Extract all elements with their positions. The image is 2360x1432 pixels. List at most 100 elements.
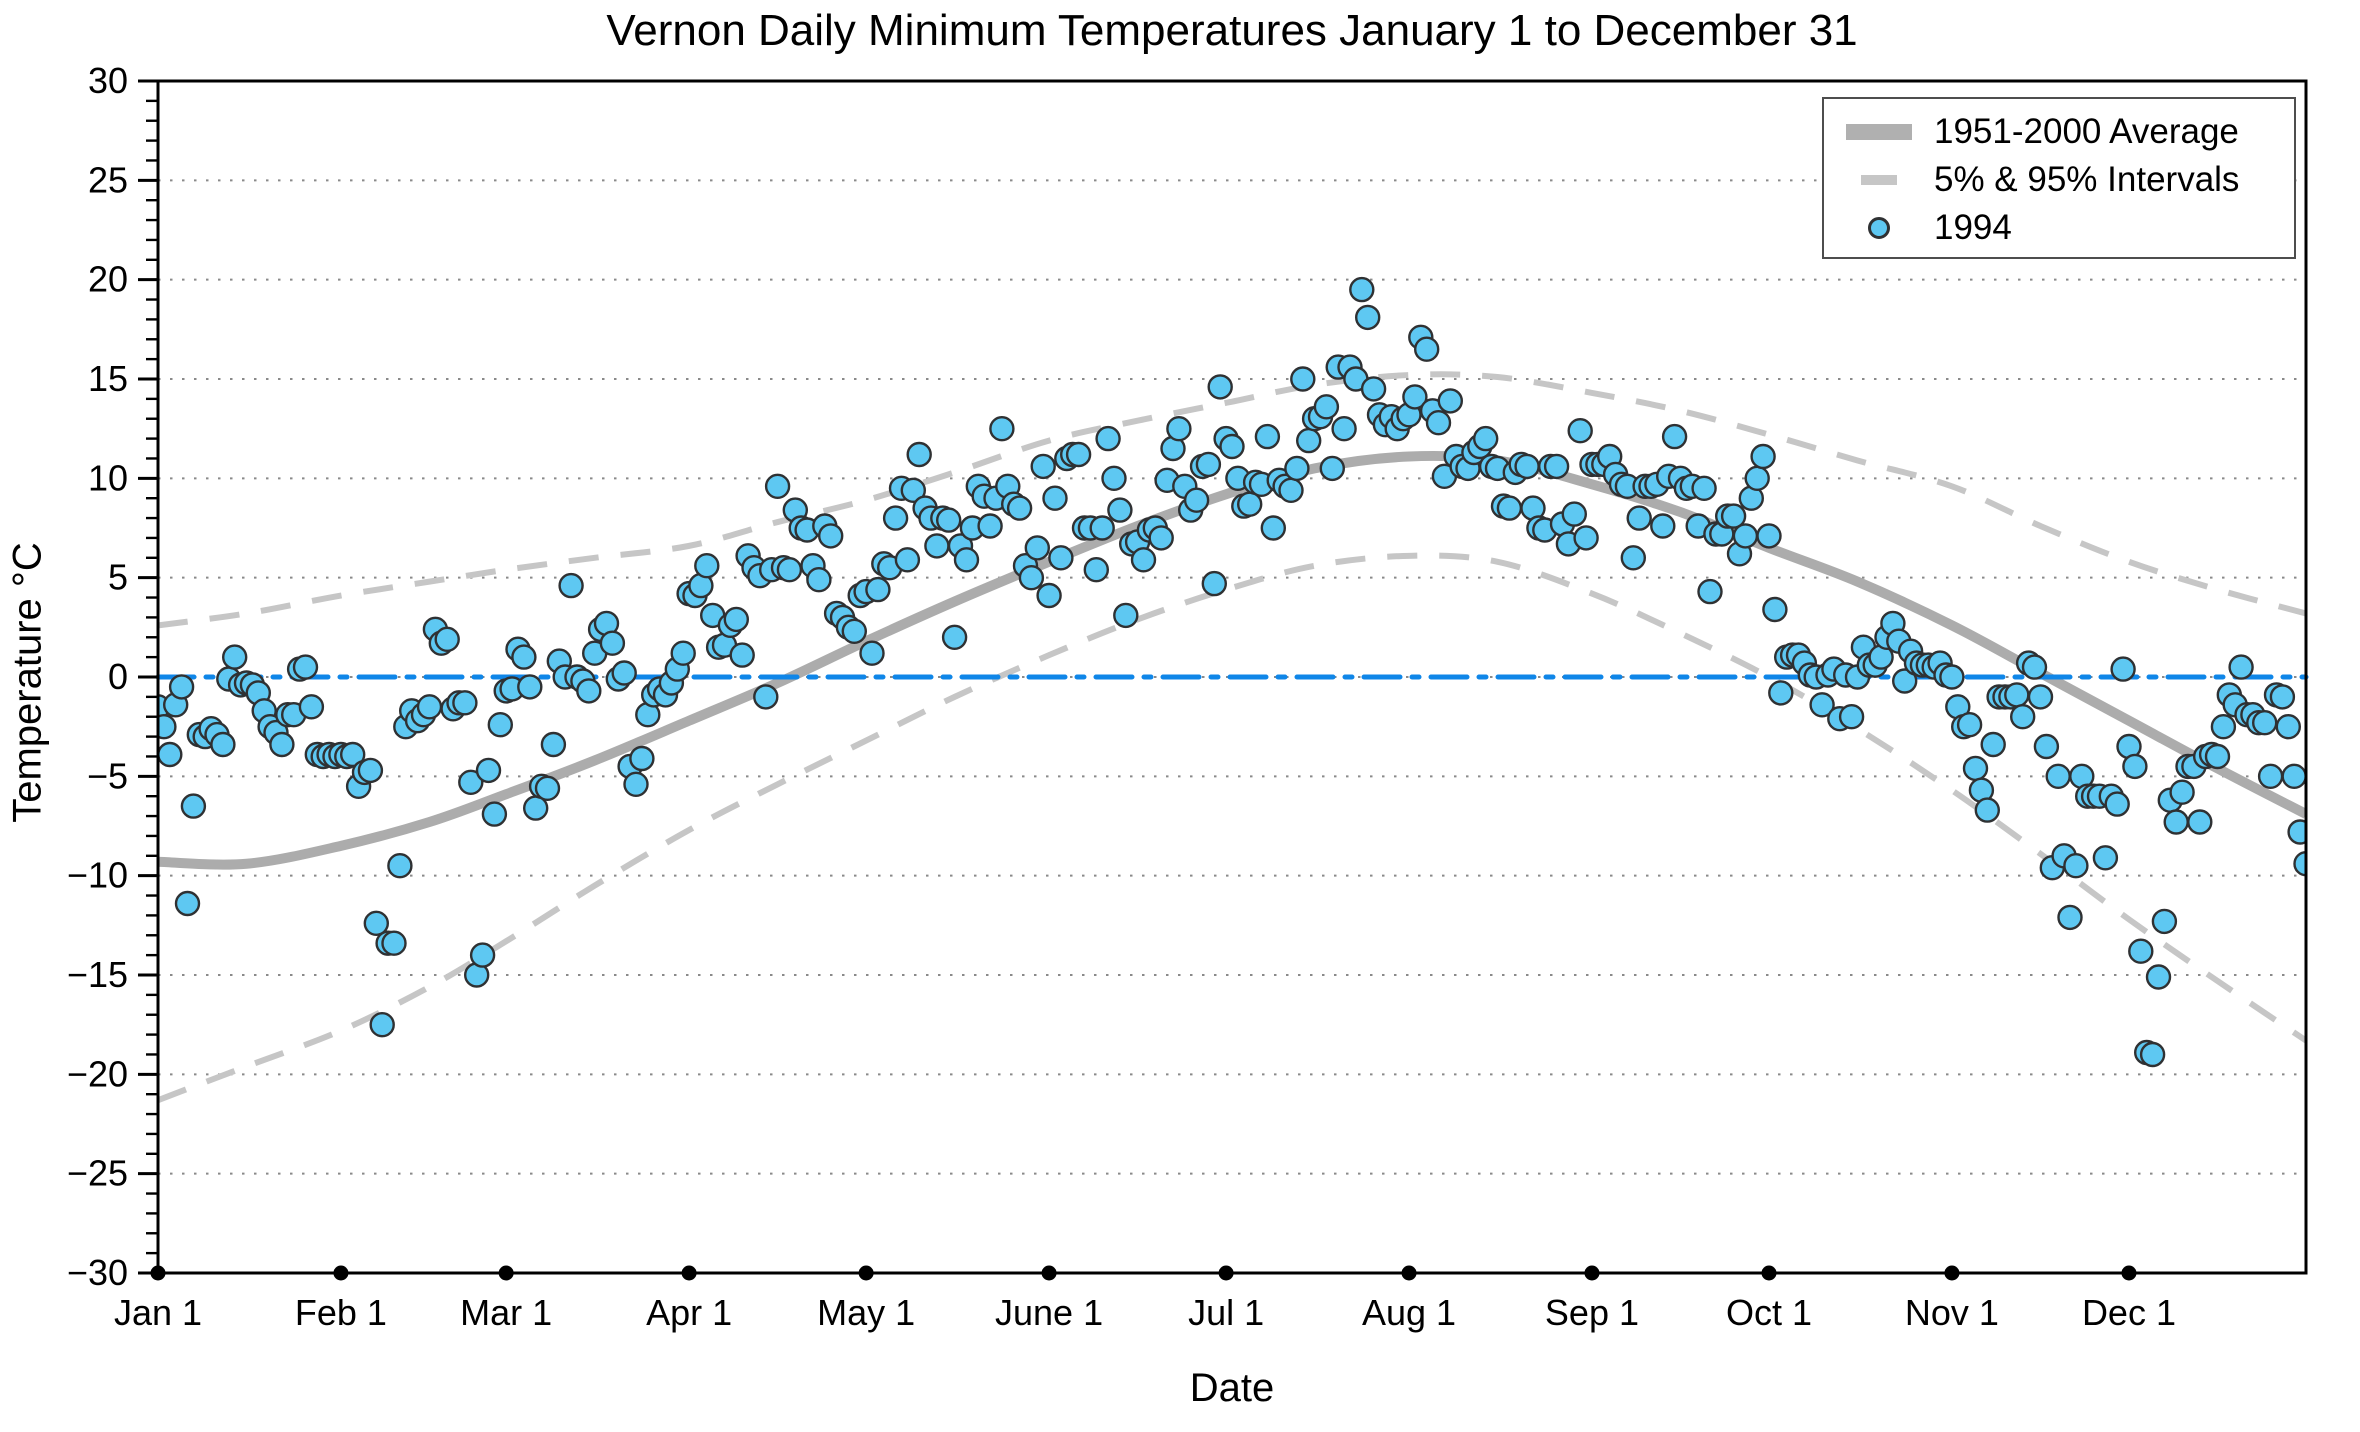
month-tick-dot <box>2121 1265 2137 1281</box>
scatter-point <box>210 731 236 758</box>
scatter-point <box>292 654 319 680</box>
scatter-point <box>363 910 389 936</box>
scatter-point <box>1036 582 1062 609</box>
scatter-point <box>2228 654 2254 680</box>
scatter-point <box>2063 853 2089 879</box>
scatter-point <box>2287 819 2306 845</box>
scatter-point <box>1762 596 1788 623</box>
average-line-swatch <box>1824 124 1934 140</box>
month-tick-dot <box>1761 1265 1777 1281</box>
legend-item-1994: 1994 <box>1824 203 2294 253</box>
legend-item-intervals: 5% & 95% Intervals <box>1824 155 2294 205</box>
scatter-point <box>1650 513 1676 539</box>
month-tick-dot <box>1584 1265 1600 1281</box>
scatter-point <box>1331 416 1357 442</box>
scatter-point <box>1402 384 1428 410</box>
scatter-point <box>481 801 508 827</box>
scatter-point <box>511 644 537 670</box>
scatter-point <box>670 640 696 666</box>
scatter-point <box>2204 743 2231 770</box>
scatter-point <box>1042 485 1068 511</box>
x-tick-label: Mar 1 <box>460 1292 552 1333</box>
scatter-point <box>2104 791 2130 817</box>
y-tick-label: 30 <box>88 60 128 101</box>
scatter-point <box>1939 664 1965 690</box>
scatter-point <box>723 606 749 633</box>
x-tick-label: Dec 1 <box>2082 1292 2176 1333</box>
scatter-point <box>1166 416 1192 442</box>
scatter-point <box>434 626 460 652</box>
scatter-point <box>2210 714 2237 740</box>
scatter-point <box>298 694 325 720</box>
x-axis-title: Date <box>1189 1366 1275 1410</box>
scatter-point <box>1962 755 1989 782</box>
scatter-point <box>941 624 968 650</box>
month-tick-dot <box>498 1265 514 1281</box>
scatter-point <box>158 741 183 768</box>
scatter-point <box>1732 523 1759 549</box>
scatter-point <box>611 660 637 686</box>
y-tick-label: −15 <box>67 954 128 995</box>
scatter-point <box>1413 336 1440 362</box>
x-tick-label: May 1 <box>817 1292 915 1333</box>
y-tick-label: 0 <box>108 656 128 697</box>
month-tick-dot <box>333 1265 349 1281</box>
x-tick-label: June 1 <box>995 1292 1103 1333</box>
scatter-point <box>576 678 602 704</box>
scatter-point <box>1891 668 1918 694</box>
scatter-point <box>936 507 962 533</box>
lower-5-interval-curve <box>158 552 2306 1103</box>
scatter-point <box>1030 453 1056 480</box>
scatter-point <box>1956 712 1983 738</box>
x-tick-label: Jul 1 <box>1188 1292 1264 1333</box>
scatter-point <box>1661 423 1688 450</box>
scatter-point <box>2145 964 2172 990</box>
scatter-point <box>865 576 891 603</box>
scatter-point <box>1980 731 2006 758</box>
scatter-point <box>2163 809 2189 835</box>
scatter-point <box>221 644 248 670</box>
scatter-point <box>452 690 478 716</box>
scatter-point <box>1219 433 1245 460</box>
y-tick-label: −30 <box>67 1252 128 1293</box>
scatter-point <box>357 757 384 784</box>
y-tick-label: −10 <box>67 855 128 896</box>
month-tick-dot <box>1041 1265 1057 1281</box>
chart-title: Vernon Daily Minimum Temperatures Januar… <box>606 6 1858 55</box>
scatter-point <box>340 741 366 768</box>
scatter-point <box>2021 654 2048 680</box>
y-tick-label: 5 <box>108 557 128 598</box>
scatter-point <box>1278 477 1304 503</box>
scatter-point <box>2045 763 2071 789</box>
scatter-point <box>806 567 832 593</box>
scatter-series-1994 <box>158 276 2306 1068</box>
scatter-point <box>2269 684 2296 710</box>
scatter-point <box>1720 503 1747 529</box>
scatter-point <box>953 547 980 573</box>
legend: 1951-2000 Average 5% & 95% Intervals 199… <box>1822 97 2296 259</box>
scatter-point <box>469 942 496 968</box>
scatter-point <box>381 930 407 956</box>
scatter-point <box>776 557 803 583</box>
scatter-point <box>599 630 626 656</box>
scatter-point <box>906 441 932 468</box>
scatter-point <box>1319 455 1346 482</box>
scatter-point <box>458 769 484 795</box>
interval-line-swatch <box>1824 175 1934 185</box>
legend-label-average: 1951-2000 Average <box>1934 112 2239 151</box>
legend-label-1994: 1994 <box>1934 208 2012 247</box>
scatter-point <box>1697 578 1723 605</box>
scatter-point <box>1974 797 2001 823</box>
y-tick-label: 25 <box>88 159 128 200</box>
scatter-point <box>1201 570 1228 597</box>
x-tick-label: Jan 1 <box>114 1292 202 1333</box>
scatter-point <box>1809 692 1835 718</box>
scatter-point <box>1148 525 1174 551</box>
scatter-point <box>1183 487 1210 513</box>
scatter-point <box>1095 425 1121 452</box>
scatter-point <box>2057 904 2083 931</box>
scatter-point <box>1018 565 1045 591</box>
scatter-point <box>1260 515 1287 541</box>
scatter-point <box>2027 684 2054 710</box>
scatter-point <box>764 473 791 499</box>
